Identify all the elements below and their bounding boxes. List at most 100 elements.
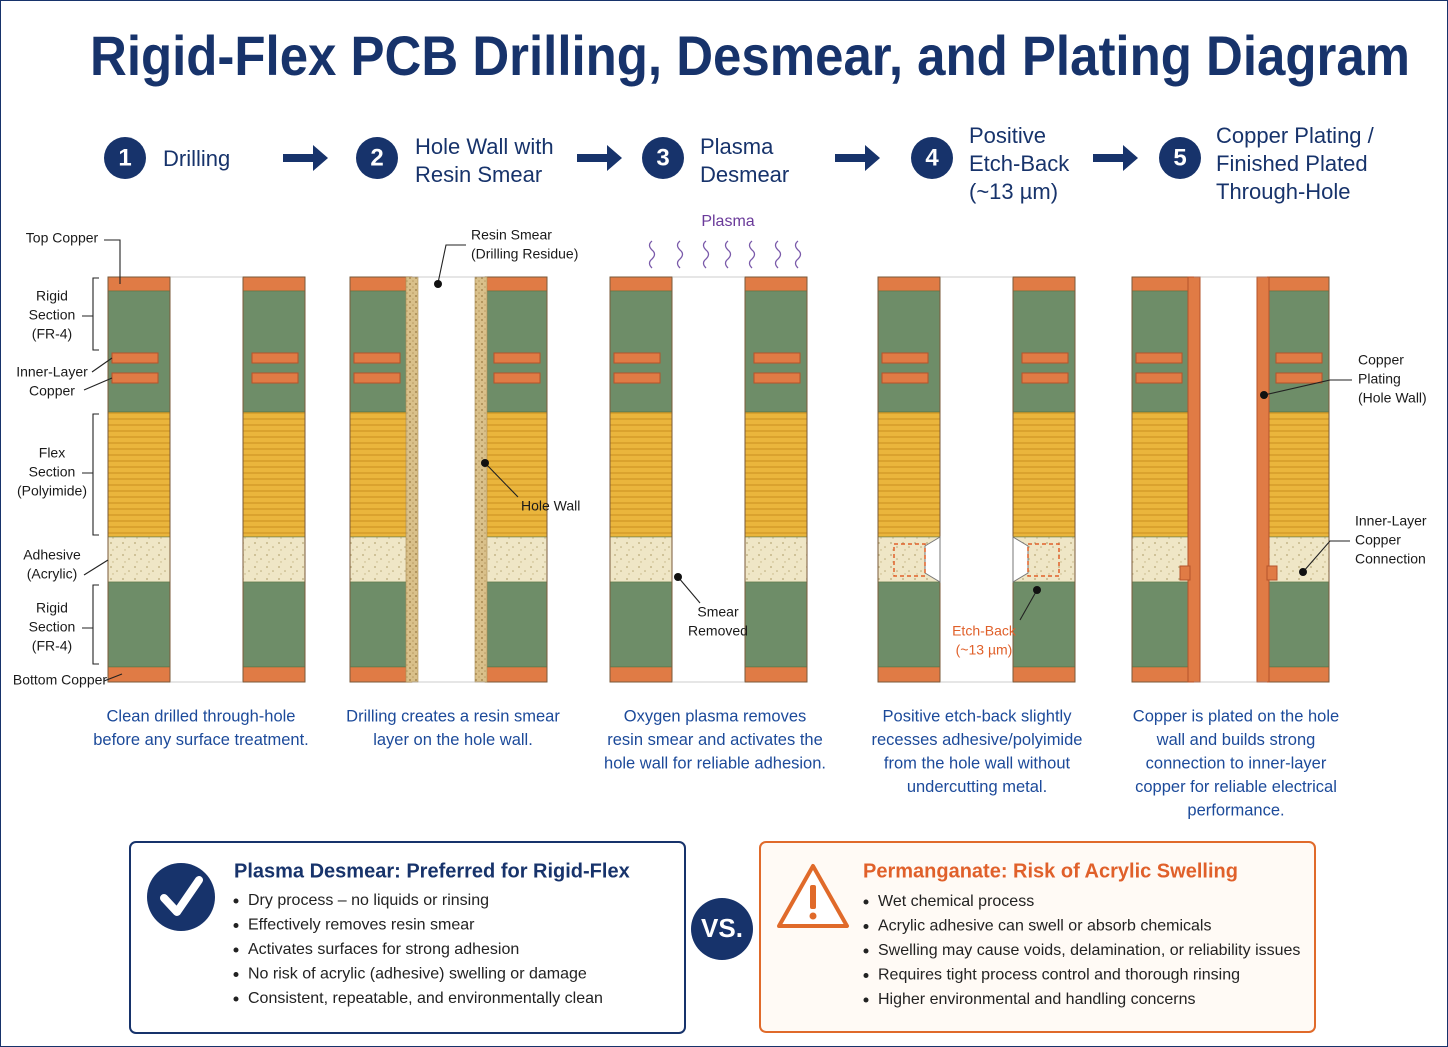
list-item: Acrylic adhesive can swell or absorb che…: [878, 918, 1211, 935]
pcb-layer: [877, 411, 941, 538]
inner-copper: [881, 352, 929, 364]
caption: connection to inner-layer: [1146, 754, 1327, 772]
pcb-layer: [1131, 666, 1195, 683]
callout: (Polyimide): [17, 483, 87, 499]
pcb-layer: [744, 276, 808, 292]
hole: [412, 277, 485, 682]
leader-line: [1019, 589, 1038, 621]
pcb-layer: [1266, 666, 1330, 683]
caption: undercutting metal.: [907, 778, 1047, 796]
leader-line: [83, 357, 113, 391]
pcb-layer: [1266, 581, 1330, 668]
block-outline: [609, 276, 673, 683]
etch-outline: [1027, 543, 1060, 577]
caption: Drilling creates a resin smear: [346, 707, 560, 725]
pcb-layer: [484, 666, 548, 683]
leader-line: [103, 673, 123, 682]
pcb-layer: [242, 666, 306, 683]
pcb-layer: [1266, 411, 1330, 538]
inner-copper: [353, 372, 401, 384]
callout: (FR-4): [32, 638, 72, 654]
copper-knob: [1266, 565, 1278, 581]
list-item: Consistent, repeatable, and environmenta…: [248, 990, 603, 1007]
warning-bar: [810, 885, 816, 909]
inner-copper: [493, 372, 541, 384]
leader-line: [1302, 540, 1350, 573]
resin-smear: [474, 276, 488, 683]
leader-dot: [434, 280, 442, 288]
callout: Bottom Copper: [13, 672, 107, 688]
caption: resin smear and activates the: [607, 731, 823, 749]
pcb-layer: [242, 276, 306, 292]
check-mark: [160, 876, 203, 916]
warning-dot: [809, 912, 817, 920]
step-title: Desmear: [700, 162, 789, 187]
pcb-layer: [744, 290, 808, 413]
step-title: Finished Plated: [1216, 151, 1368, 176]
pcb-layer: [609, 666, 673, 683]
pcb-layer: [242, 411, 306, 538]
plasma-wave: [702, 240, 710, 269]
step-title: (~13 µm): [969, 179, 1058, 204]
callout: (~13 µm): [956, 642, 1013, 658]
callout: Removed: [688, 623, 748, 639]
step-badge: [104, 137, 146, 179]
pcb-layer: [609, 411, 673, 538]
caption: layer on the hole wall.: [373, 731, 533, 749]
plasma-wave: [724, 240, 732, 269]
pcb-layer: [349, 536, 413, 583]
inner-copper: [1275, 372, 1323, 384]
inner-copper: [251, 352, 299, 364]
pcb-layer: [484, 411, 548, 538]
callout: (Acrylic): [27, 566, 78, 582]
block-outline: [242, 276, 306, 683]
pcb-layer: [744, 536, 808, 583]
list-item: Requires tight process control and thoro…: [878, 967, 1240, 984]
hole: [1194, 277, 1267, 682]
caption: recesses adhesive/polyimide: [872, 731, 1083, 749]
step-title: Positive: [969, 123, 1046, 148]
step-badge: [356, 137, 398, 179]
leader-line: [484, 462, 519, 498]
inner-copper: [1135, 352, 1183, 364]
step-title: Copper Plating /: [1216, 123, 1375, 148]
pcb-layer: [349, 581, 413, 668]
callout: Resin Smear: [471, 227, 552, 243]
leader-line: [1263, 379, 1352, 396]
box-title: Plasma Desmear: Preferred for Rigid-Flex: [234, 860, 630, 882]
hole: [940, 277, 1013, 682]
step-title: Resin Smear: [415, 162, 542, 187]
leader-line: [82, 277, 99, 351]
inner-copper: [353, 352, 401, 364]
copper-plating: [1256, 276, 1270, 683]
leader-dot: [674, 573, 682, 581]
bullet: [863, 973, 869, 978]
caption: hole wall for reliable adhesion.: [604, 754, 826, 772]
bullet: [233, 996, 239, 1002]
callout: Plating: [1358, 371, 1401, 387]
pcb-layer: [107, 290, 171, 413]
callout: Plasma: [701, 213, 754, 230]
step-title: Through-Hole: [1216, 179, 1351, 204]
callout: Section: [29, 307, 76, 323]
pcb-layer: [107, 411, 171, 538]
pcb-layer: [1266, 276, 1330, 292]
leader-line: [83, 559, 109, 576]
caption: from the hole wall without: [884, 754, 1071, 772]
pcb-layer: [242, 290, 306, 413]
permanganate-box: [759, 841, 1316, 1033]
pcb-layer: [1266, 290, 1330, 413]
callout: Rigid: [36, 288, 68, 304]
step-number: 4: [925, 144, 939, 171]
callout: Top Copper: [26, 230, 99, 246]
inner-copper: [1021, 372, 1069, 384]
callout: Hole Wall: [521, 498, 580, 514]
step-title: Etch-Back: [969, 151, 1070, 176]
pcb-layer: [877, 666, 941, 683]
callout: Connection: [1355, 551, 1426, 567]
inner-copper: [613, 352, 661, 364]
caption: wall and builds strong: [1156, 731, 1316, 749]
leader-line: [82, 413, 99, 536]
inner-copper: [613, 372, 661, 384]
